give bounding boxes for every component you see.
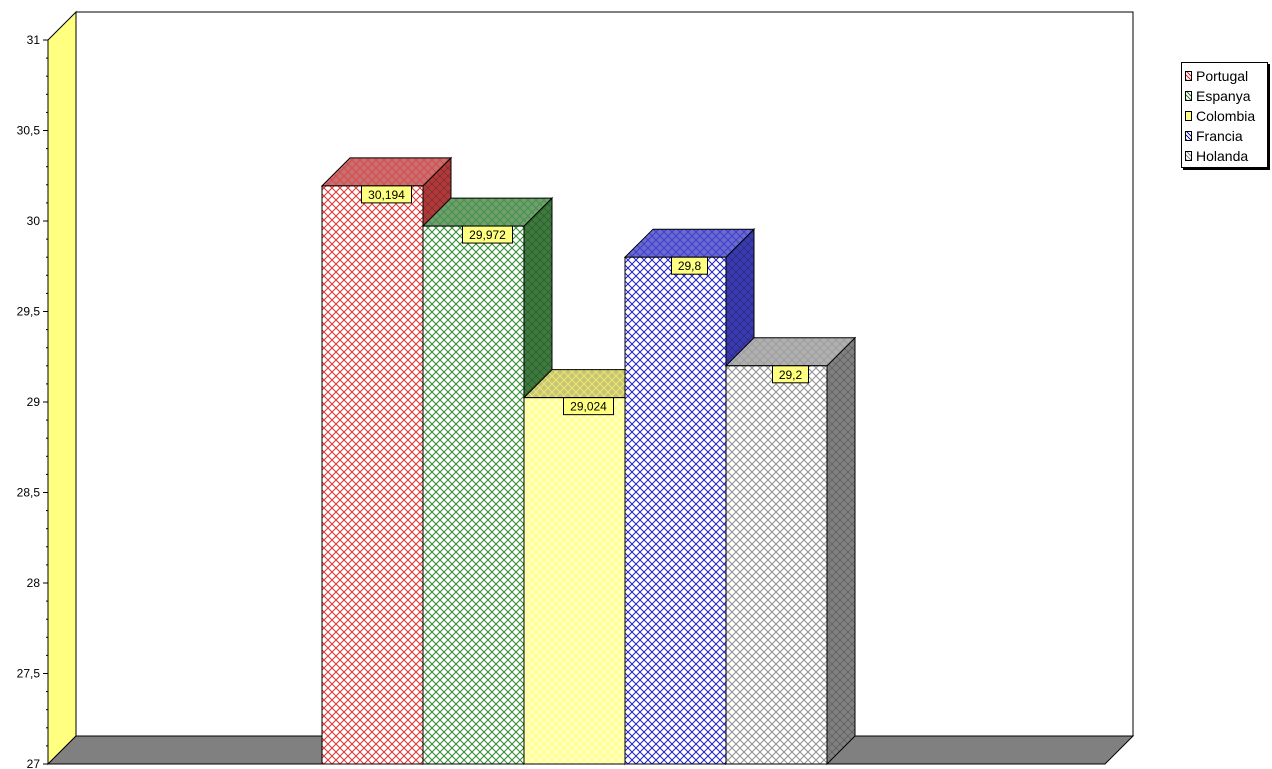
data-label-text: 29,972 — [469, 228, 506, 242]
bars — [320, 156, 857, 766]
legend-label: Espanya — [1196, 88, 1251, 104]
bar-front — [422, 225, 525, 765]
y-tick-label: 27 — [27, 757, 41, 769]
legend-swatch — [1185, 151, 1192, 161]
legend-item-portugal: Portugal — [1185, 66, 1248, 86]
bar-front — [321, 185, 424, 765]
data-label-espanya: 29,972 — [462, 225, 513, 244]
y-tick-label: 28,5 — [17, 486, 41, 500]
y-tick-label: 30,5 — [17, 124, 41, 138]
legend-item-espanya: Espanya — [1185, 86, 1250, 106]
data-labels: 30,194 29,972 29,024 29,8 29,2 — [361, 185, 809, 416]
y-axis: 27 27,5 28 28,5 29 29,5 30 30,5 31 — [17, 33, 49, 769]
legend-label: Francia — [1196, 128, 1243, 144]
data-label-colombia: 29,024 — [563, 397, 614, 416]
legend-swatch — [1185, 111, 1192, 121]
data-label-box — [563, 397, 614, 416]
bar-front — [725, 365, 828, 765]
data-label-box — [671, 256, 708, 275]
bar-front — [624, 256, 727, 765]
legend-label: Colombia — [1196, 108, 1256, 124]
bar-front — [523, 397, 626, 765]
left-wall — [47, 10, 77, 766]
legend-item-colombia: Colombia — [1185, 106, 1255, 126]
data-label-box — [462, 225, 513, 244]
data-label-box — [361, 185, 412, 204]
y-tick-label: 31 — [27, 33, 41, 47]
y-tick-label: 27,5 — [17, 667, 41, 681]
legend-item-francia: Francia — [1185, 126, 1243, 146]
data-label-text: 29,024 — [570, 400, 607, 414]
y-tick-label: 29,5 — [17, 305, 41, 319]
legend-swatch — [1185, 91, 1192, 101]
y-tick-label: 29 — [27, 395, 41, 409]
y-tick-label: 28 — [27, 576, 41, 590]
bar-side — [826, 336, 856, 766]
data-label-francia: 29,8 — [671, 256, 708, 275]
data-label-text: 30,194 — [368, 188, 405, 202]
legend-swatch — [1185, 131, 1192, 141]
data-label-portugal: 30,194 — [361, 185, 412, 204]
data-label-box — [772, 365, 809, 384]
legend-swatch — [1185, 71, 1192, 81]
bar-holanda — [724, 336, 857, 766]
legend-item-holanda: Holanda — [1185, 146, 1248, 166]
data-label-text: 29,2 — [779, 368, 803, 382]
legend-label: Holanda — [1196, 148, 1249, 164]
legend: Portugal Espanya Colombia Francia Holanda — [1181, 62, 1268, 168]
data-label-holanda: 29,2 — [772, 365, 809, 384]
data-label-text: 29,8 — [678, 259, 702, 273]
legend-label: Portugal — [1196, 68, 1249, 84]
y-tick-label: 30 — [27, 214, 41, 228]
